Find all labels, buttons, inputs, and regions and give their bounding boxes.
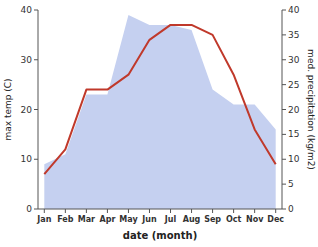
y2-tick bbox=[282, 109, 286, 110]
y2-tick bbox=[282, 59, 286, 60]
x-tick bbox=[233, 209, 234, 213]
x-tick bbox=[149, 209, 150, 213]
x-tick-label: Nov bbox=[246, 215, 264, 224]
y2-tick-label: 30 bbox=[288, 55, 300, 65]
x-tick-label: Dec bbox=[267, 215, 284, 224]
y2-tick-label: 25 bbox=[288, 80, 299, 90]
chart: 0 10 20 30 40 0 5 10 15 20 25 30 35 40 Jan Feb Mar Apr May… bbox=[0, 0, 318, 247]
y-tick bbox=[34, 59, 38, 60]
x-tick-label: Jan bbox=[36, 215, 51, 224]
y2-tick bbox=[282, 159, 286, 160]
x-tick bbox=[275, 209, 276, 213]
y-tick-label: 20 bbox=[21, 105, 33, 115]
x-tick bbox=[44, 209, 45, 213]
y2-tick-label: 20 bbox=[288, 105, 300, 115]
y2-tick bbox=[282, 209, 286, 210]
y-tick-label: 30 bbox=[21, 55, 33, 65]
x-axis-line bbox=[38, 209, 282, 210]
chart-container: 0 10 20 30 40 0 5 10 15 20 25 30 35 40 Jan Feb Mar Apr May… bbox=[0, 0, 318, 247]
y-tick-label: 10 bbox=[21, 154, 33, 164]
x-tick bbox=[212, 209, 213, 213]
y-tick bbox=[34, 10, 38, 11]
y2-tick bbox=[282, 184, 286, 185]
x-tick bbox=[254, 209, 255, 213]
x-tick bbox=[170, 209, 171, 213]
y-tick bbox=[34, 109, 38, 110]
x-tick bbox=[86, 209, 87, 213]
x-tick-label: May bbox=[119, 215, 138, 224]
y-tick bbox=[34, 209, 38, 210]
y2-tick bbox=[282, 84, 286, 85]
y2-tick-label: 5 bbox=[288, 179, 294, 189]
x-tick bbox=[128, 209, 129, 213]
y2-axis-label: med. precipitation (kg/m2) bbox=[306, 49, 316, 170]
y2-tick bbox=[282, 34, 286, 35]
x-tick-label: Mar bbox=[78, 215, 95, 224]
x-tick-label: Jul bbox=[164, 215, 177, 224]
y2-tick bbox=[282, 134, 286, 135]
x-axis-label: date (month) bbox=[123, 230, 197, 241]
x-tick-label: Feb bbox=[57, 215, 74, 224]
temperature-line bbox=[44, 25, 275, 174]
x-tick bbox=[191, 209, 192, 213]
y2-tick-label: 40 bbox=[288, 5, 300, 15]
y-tick bbox=[34, 159, 38, 160]
y-tick-label: 40 bbox=[21, 5, 33, 15]
y-axis-label: max temp (C) bbox=[3, 78, 13, 140]
y2-tick-label: 0 bbox=[288, 204, 294, 214]
x-tick bbox=[65, 209, 66, 213]
y2-tick-label: 15 bbox=[288, 129, 299, 139]
x-tick-label: Sep bbox=[204, 215, 221, 224]
y2-tick-label: 35 bbox=[288, 30, 299, 40]
plot-area bbox=[44, 15, 275, 209]
y2-tick bbox=[282, 10, 286, 11]
x-tick-label: Aug bbox=[183, 215, 201, 224]
x-tick bbox=[107, 209, 108, 213]
x-tick-label: Oct bbox=[226, 215, 242, 224]
y-tick-label: 0 bbox=[26, 204, 32, 214]
y2-tick-label: 10 bbox=[288, 154, 300, 164]
precipitation-area bbox=[44, 15, 275, 209]
x-tick-label: Apr bbox=[99, 215, 115, 224]
x-tick-label: Jun bbox=[141, 215, 157, 224]
